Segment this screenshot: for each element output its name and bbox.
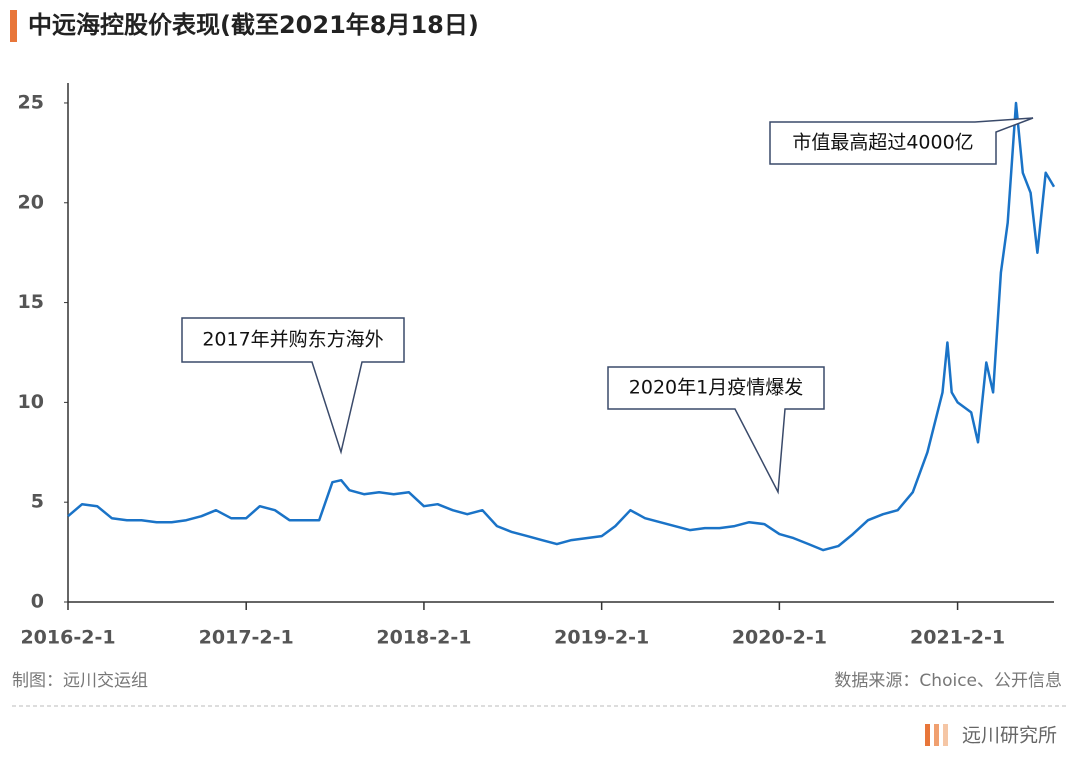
callout-box <box>607 366 825 495</box>
y-tick-label: 20 <box>18 191 44 213</box>
annotation: 市值最高超过4000亿 <box>792 132 973 154</box>
chart-title: 中远海控股价表现(截至2021年8月18日) <box>28 11 479 39</box>
logo-bar <box>934 724 939 746</box>
annotation: 2020年1月疫情爆发 <box>629 377 803 399</box>
y-tick-label: 5 <box>31 491 44 513</box>
footer-right: 数据来源：Choice、公开信息 <box>834 671 1062 691</box>
footer-left: 制图：远川交运组 <box>12 671 148 691</box>
x-tick-label: 2017-2-1 <box>199 627 294 649</box>
logo-bar <box>943 724 948 746</box>
logo-text: 远川研究所 <box>962 725 1057 747</box>
title-bar <box>10 10 17 42</box>
y-tick-label: 0 <box>31 591 44 613</box>
x-tick-label: 2020-2-1 <box>732 627 827 649</box>
callout-box <box>181 317 405 455</box>
annotation: 2017年并购东方海外 <box>202 329 383 351</box>
x-tick-label: 2016-2-1 <box>20 627 115 649</box>
y-tick-label: 25 <box>18 91 44 113</box>
y-tick-label: 15 <box>18 291 44 313</box>
x-tick-label: 2019-2-1 <box>554 627 649 649</box>
x-tick-label: 2021-2-1 <box>910 627 1005 649</box>
price-line <box>67 101 1056 552</box>
x-tick-label: 2018-2-1 <box>376 627 471 649</box>
plot: 0 5 10 15 20 25 2016-2-1 2017-2-1 2018-2-1 2019-2… <box>18 83 1056 649</box>
y-tick-label: 10 <box>18 391 44 413</box>
callout-box <box>769 117 1034 165</box>
logo-bar <box>925 724 930 746</box>
